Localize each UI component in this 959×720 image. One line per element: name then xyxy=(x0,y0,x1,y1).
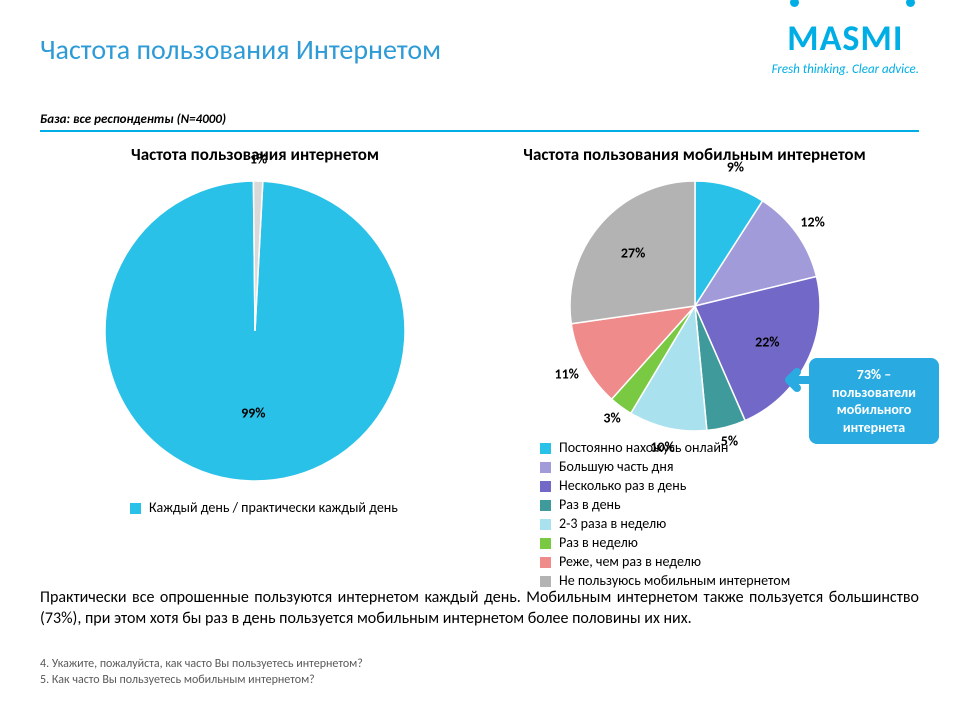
logo: MASMI Fresh thinking. Clear advice. xyxy=(772,20,919,77)
legend-right: Постоянно нахожусь онлайн Большую часть д… xyxy=(470,439,919,589)
charts-row: Частота пользования интернетом 99%1% Каж… xyxy=(40,140,919,591)
legend-item: Раз в день xyxy=(540,496,919,513)
legend-item: Каждый день / практически каждый день xyxy=(130,499,470,516)
logo-dot-icon xyxy=(906,0,915,7)
legend-label: Не пользуюсь мобильным интернетом xyxy=(559,572,790,589)
logo-tagline: Fresh thinking. Clear advice. xyxy=(772,62,919,77)
pie-left-svg xyxy=(95,171,415,491)
pie-pct-label: 11% xyxy=(554,366,578,383)
legend-label: Несколько раз в день xyxy=(559,477,686,494)
legend-swatch xyxy=(540,519,551,530)
legend-swatch xyxy=(540,538,551,549)
pie-pct-label: 3% xyxy=(603,409,620,426)
callout: 73% –пользователимобильногоинтернета xyxy=(809,358,939,444)
legend-label: Большую часть дня xyxy=(559,458,673,475)
legend-swatch xyxy=(540,443,551,454)
legend-swatch xyxy=(540,500,551,511)
pie-pct-label: 99% xyxy=(241,405,265,422)
pie-pct-label: 12% xyxy=(800,213,824,230)
legend-item: 2-3 раза в неделю xyxy=(540,515,919,532)
legend-label: 2-3 раза в неделю xyxy=(559,515,666,532)
legend-left: Каждый день / практически каждый день xyxy=(40,499,470,516)
legend-item: Раз в неделю xyxy=(540,534,919,551)
legend-label: Раз в неделю xyxy=(559,534,638,551)
legend-label: Раз в день xyxy=(559,496,621,513)
chart-right: Частота пользования мобильным интернетом… xyxy=(470,140,919,591)
pie-pct-label: 10% xyxy=(650,439,674,456)
legend-swatch xyxy=(540,481,551,492)
pie-left-wrap: 99%1% xyxy=(40,171,470,491)
legend-swatch xyxy=(130,503,141,514)
pie-pct-label: 22% xyxy=(755,334,779,351)
chart-left: Частота пользования интернетом 99%1% Каж… xyxy=(40,140,470,591)
callout-line: интернета xyxy=(819,419,929,437)
legend-swatch xyxy=(540,462,551,473)
pie-right-svg xyxy=(560,171,830,441)
pie-pct-label: 1% xyxy=(250,151,267,168)
logo-text: MASMI xyxy=(772,20,919,56)
legend-item: Несколько раз в день xyxy=(540,477,919,494)
logo-dot-icon xyxy=(790,0,799,7)
summary-text: Практически все опрошенные пользуются ин… xyxy=(40,588,919,630)
legend-item: Реже, чем раз в неделю xyxy=(540,553,919,570)
footnote-line: 5. Как часто Вы пользуетесь мобильным ин… xyxy=(40,672,363,688)
footnote-line: 4. Укажите, пожалуйста, как часто Вы пол… xyxy=(40,656,363,672)
pie-pct-label: 5% xyxy=(721,432,738,449)
footnotes: 4. Укажите, пожалуйста, как часто Вы пол… xyxy=(40,656,363,688)
divider xyxy=(40,130,919,132)
legend-label: Каждый день / практически каждый день xyxy=(149,499,398,516)
baseline-text: База: все респонденты (N=4000) xyxy=(40,112,226,127)
callout-line: мобильного xyxy=(819,401,929,419)
legend-swatch xyxy=(540,557,551,568)
callout-line: пользователи xyxy=(819,384,929,402)
callout-line: 73% – xyxy=(819,366,929,384)
legend-label: Реже, чем раз в неделю xyxy=(559,553,701,570)
page-title: Частота пользования Интернетом xyxy=(40,32,441,67)
chart-right-title: Частота пользования мобильным интернетом xyxy=(470,144,919,165)
legend-item: Большую часть дня xyxy=(540,458,919,475)
legend-label: Постоянно нахожусь онлайн xyxy=(559,439,728,456)
pie-pct-label: 9% xyxy=(727,158,744,175)
callout-arrow-icon xyxy=(781,364,813,396)
legend-item: Не пользуюсь мобильным интернетом xyxy=(540,572,919,589)
pie-pct-label: 27% xyxy=(621,244,645,261)
legend-swatch xyxy=(540,576,551,587)
